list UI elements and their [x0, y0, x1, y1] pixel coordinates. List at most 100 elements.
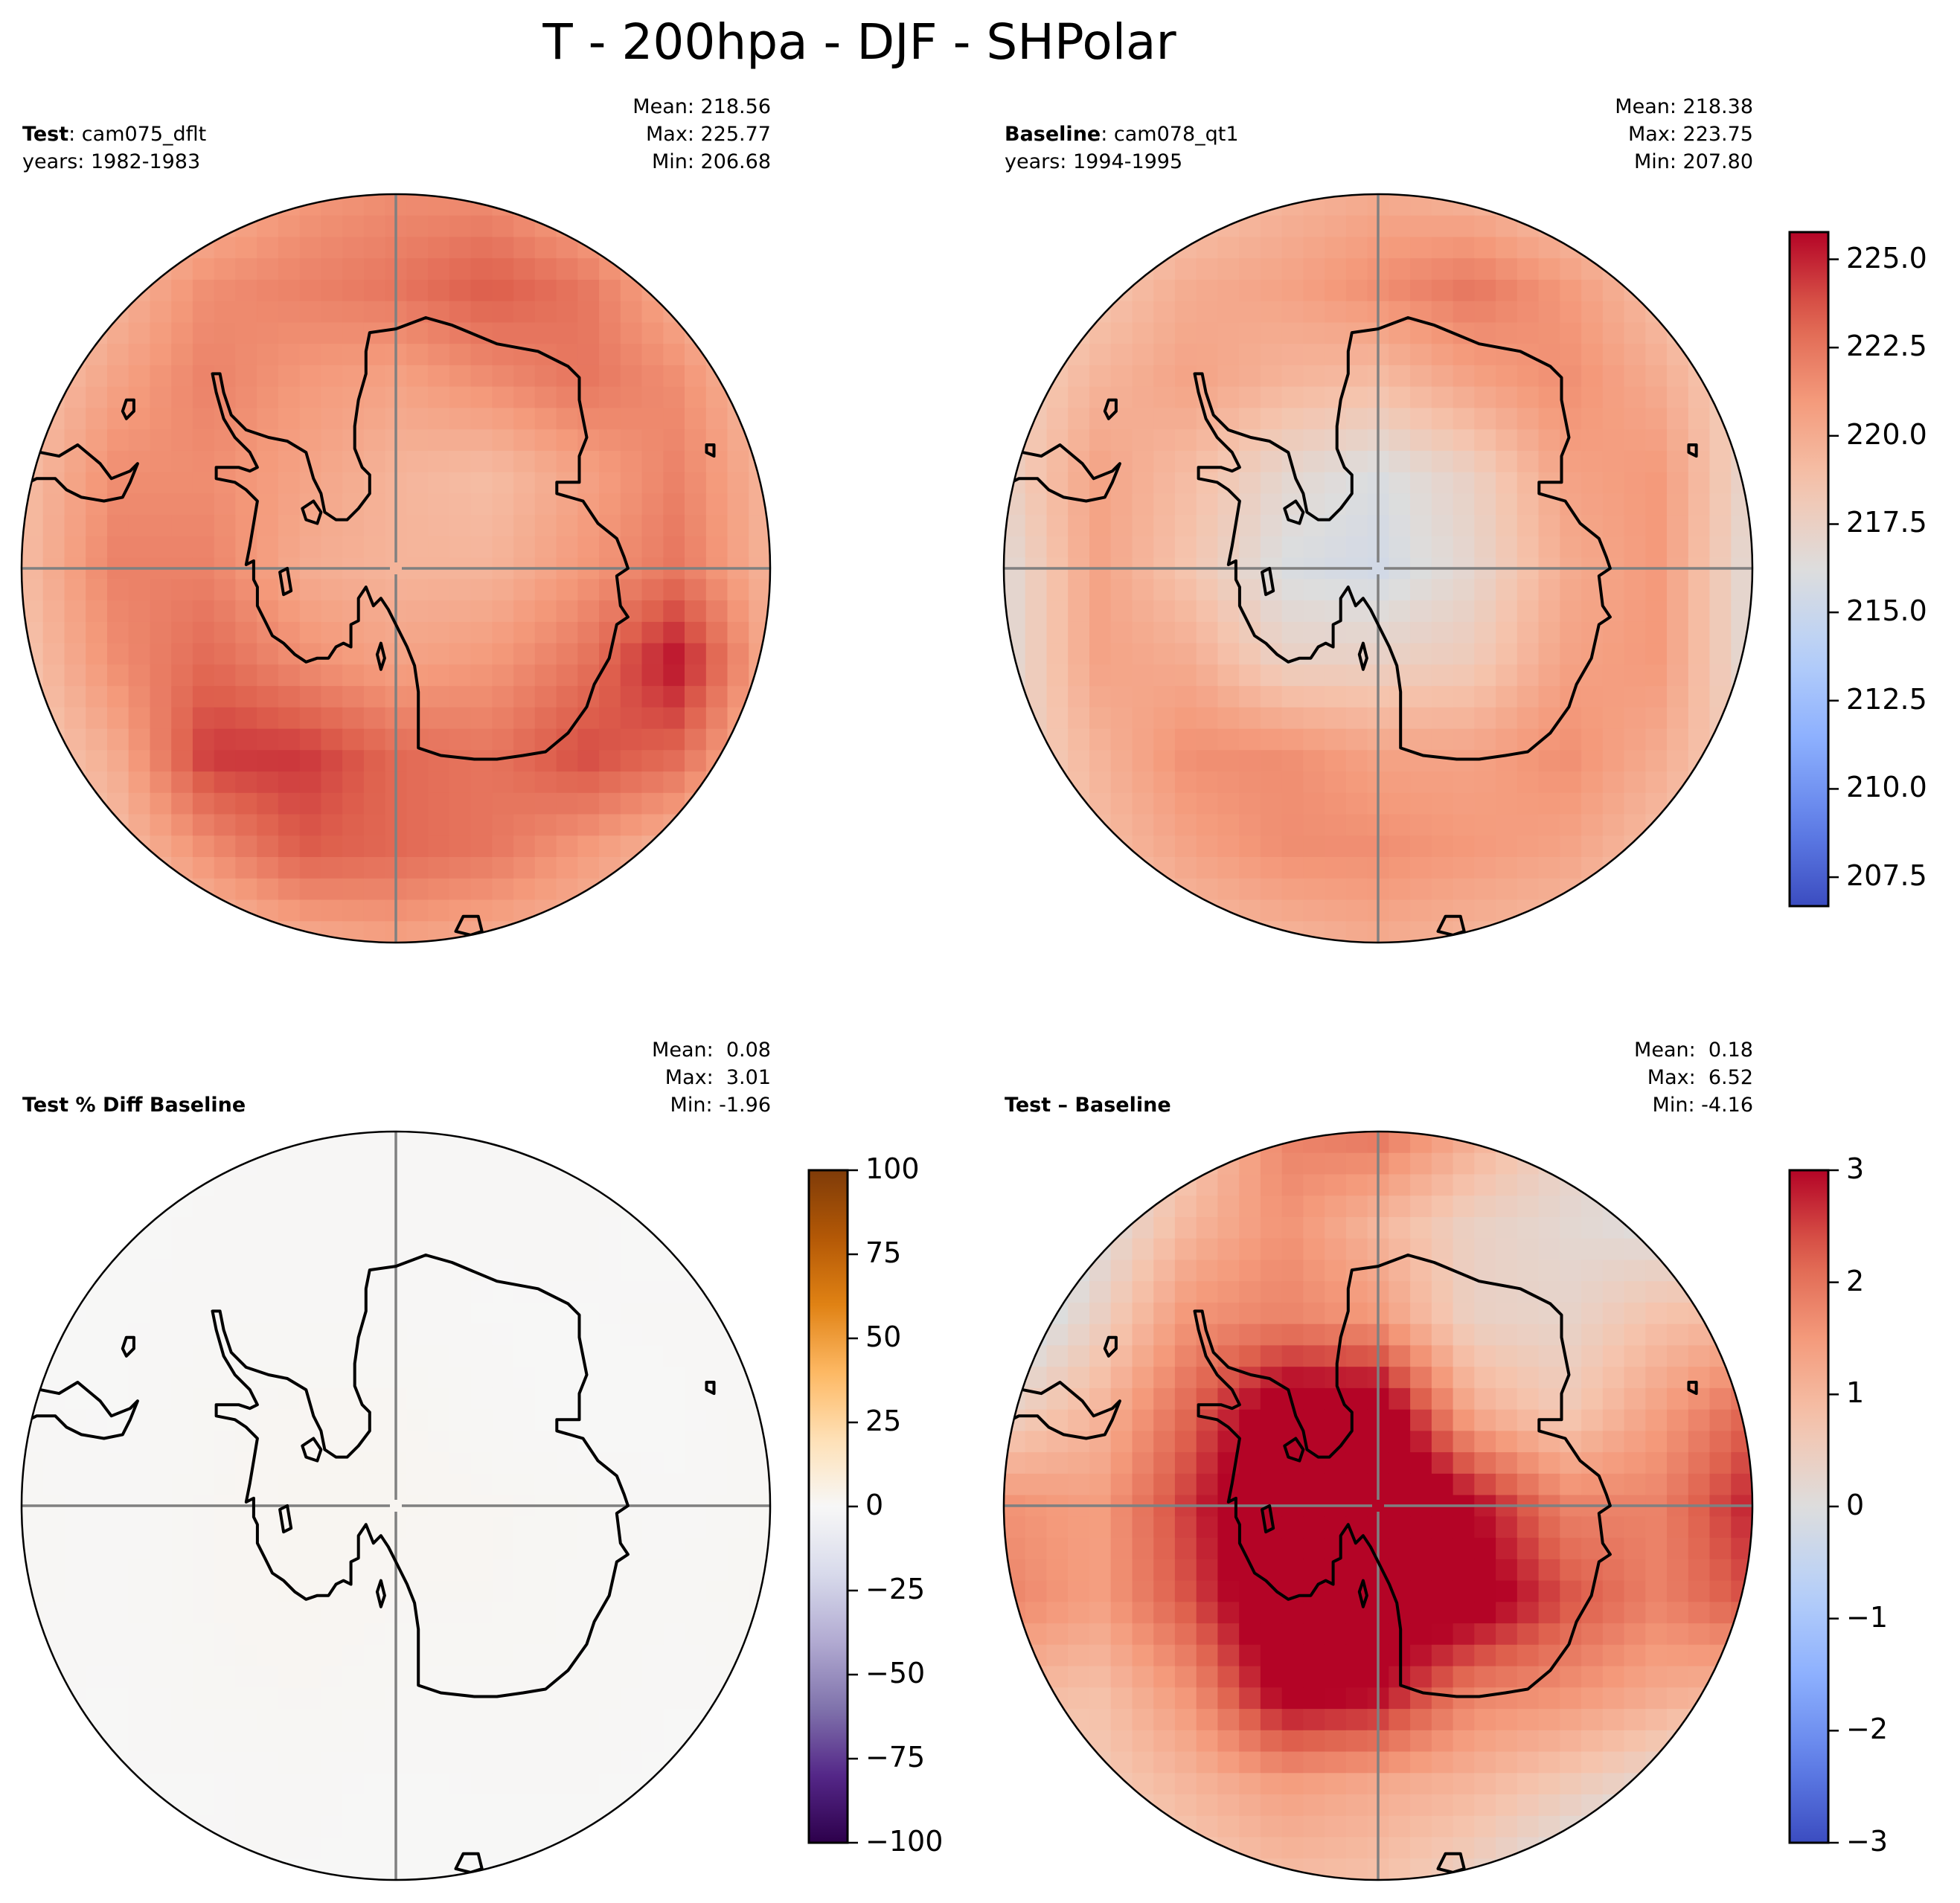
- grid-cell: [449, 621, 472, 644]
- grid-cell: [1217, 1751, 1240, 1774]
- grid-cell: [406, 1345, 429, 1367]
- grid-cell: [1667, 1452, 1689, 1474]
- grid-cell: [107, 579, 129, 601]
- grid-cell: [406, 237, 429, 259]
- grid-cell: [171, 301, 193, 323]
- grid-cell: [705, 686, 728, 708]
- grid-cell: [620, 408, 643, 430]
- grid-cell: [1068, 814, 1090, 836]
- grid-cell: [363, 1345, 386, 1367]
- grid-cell: [449, 1323, 472, 1346]
- grid-cell: [492, 750, 514, 772]
- grid-cell: [22, 408, 44, 430]
- grid-cell: [128, 515, 150, 537]
- grid-cell: [641, 1580, 664, 1602]
- grid-cell: [1453, 728, 1475, 751]
- grid-cell: [1046, 1538, 1069, 1560]
- grid-cell: [1217, 215, 1240, 237]
- grid-cell: [556, 1559, 578, 1582]
- grid-cell: [1260, 1473, 1283, 1496]
- grid-cell: [342, 878, 365, 901]
- grid-cell: [577, 1196, 600, 1218]
- grid-cell: [1431, 429, 1454, 452]
- grid-cell: [1325, 1217, 1347, 1239]
- grid-cell: [470, 1623, 493, 1646]
- grid-cell: [1217, 792, 1240, 815]
- grid-cell: [321, 686, 343, 708]
- grid-cell: [171, 1580, 193, 1602]
- grid-cell: [1004, 1644, 1026, 1667]
- grid-cell: [1325, 878, 1347, 901]
- grid-cell: [1410, 600, 1432, 623]
- grid-cell: [1281, 1217, 1304, 1239]
- grid-cell: [1453, 1516, 1475, 1538]
- grid-cell: [321, 536, 343, 559]
- grid-cell: [1089, 1516, 1112, 1538]
- grid-cell: [1281, 1751, 1304, 1774]
- grid-cell: [470, 1367, 493, 1389]
- grid-cell: [1217, 1623, 1240, 1646]
- grid-cell: [1581, 1644, 1604, 1667]
- grid-cell: [1602, 493, 1625, 516]
- grid-cell: [599, 600, 621, 623]
- coastlines: [28, 1254, 716, 1874]
- grid-cell: [150, 1431, 172, 1453]
- grid-cell: [86, 386, 108, 408]
- grid-cell: [1345, 386, 1368, 408]
- grid-cell: [1645, 1559, 1668, 1582]
- grid-cell: [685, 365, 707, 388]
- grid-cell: [1453, 1452, 1475, 1474]
- grid-cell: [727, 450, 749, 473]
- grid-cell: [1581, 1431, 1604, 1453]
- grid-cell: [278, 1751, 301, 1774]
- grid-cell: [278, 1409, 301, 1431]
- grid-cell: [107, 1217, 129, 1239]
- grid-cell: [1517, 1345, 1540, 1367]
- grid-cell: [1538, 1602, 1560, 1624]
- grid-cell: [1709, 664, 1732, 687]
- grid-cell: [321, 728, 343, 751]
- stat-min: Min: -4.16: [1652, 1094, 1753, 1117]
- grid-cell: [641, 450, 664, 473]
- grid-cell: [428, 1217, 450, 1239]
- grid-cell: [1602, 1644, 1625, 1667]
- grid-cell: [278, 621, 301, 644]
- grid-cell: [470, 1538, 493, 1560]
- grid-cell: [1431, 536, 1454, 559]
- grid-cell: [1174, 750, 1197, 772]
- grid-cell: [1645, 344, 1668, 366]
- grid-cell: [1560, 429, 1582, 452]
- grid-cell: [1410, 1367, 1432, 1389]
- grid-cell: [1602, 301, 1625, 323]
- grid-cell: [342, 1837, 365, 1859]
- grid-cell: [492, 1345, 514, 1367]
- grid-cell: [428, 1773, 450, 1795]
- grid-cell: [1068, 750, 1090, 772]
- grid-cell: [1624, 1345, 1646, 1367]
- grid-cell: [1517, 1580, 1540, 1602]
- grid-cell: [470, 1152, 493, 1175]
- grid-cell: [449, 1473, 472, 1496]
- grid-cell: [1453, 365, 1475, 388]
- grid-cell: [1196, 579, 1218, 601]
- grid-cell: [1068, 1602, 1090, 1624]
- grid-cell: [1474, 621, 1496, 644]
- grid-cell: [1624, 386, 1646, 408]
- grid-cell: [150, 493, 172, 516]
- island-coastline: [375, 1579, 386, 1608]
- grid-cell: [321, 771, 343, 794]
- grid-cell: [1645, 408, 1668, 430]
- grid-cell: [42, 1666, 65, 1688]
- grid-cell: [1196, 1687, 1218, 1710]
- grid-cell: [641, 1538, 664, 1560]
- grid-cell: [1667, 1644, 1689, 1667]
- grid-cell: [42, 1431, 65, 1453]
- grid-cell: [620, 1580, 643, 1602]
- grid-cell: [1667, 536, 1689, 559]
- grid-cell: [620, 1345, 643, 1367]
- grid-cell: [513, 878, 536, 901]
- grid-cell: [1174, 1773, 1197, 1795]
- south-america-coastline: [28, 1381, 139, 1440]
- grid-cell: [1217, 1323, 1240, 1346]
- grid-cell: [513, 1623, 536, 1646]
